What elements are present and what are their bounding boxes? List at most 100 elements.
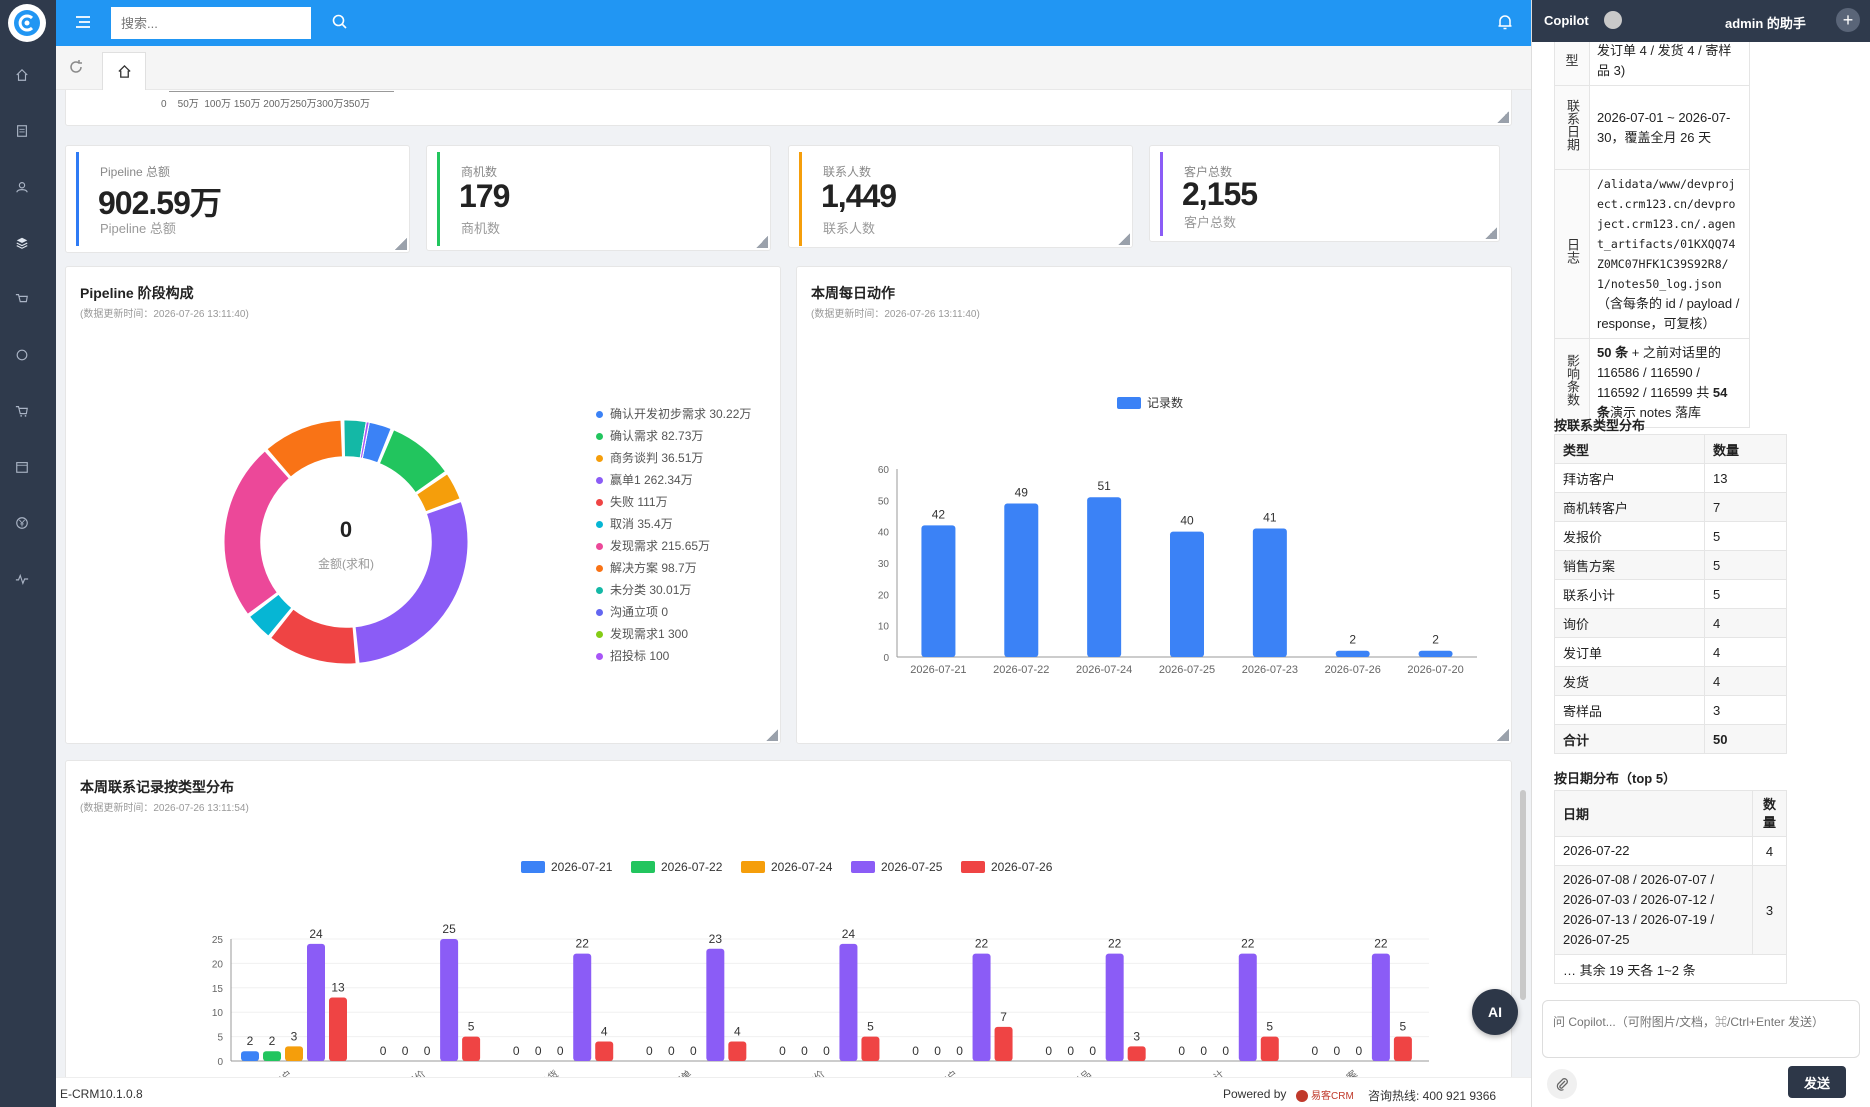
layers-icon[interactable] [14,236,30,252]
bar-value-label: 5 [867,1020,874,1034]
bar-value-label: 2 [1349,633,1356,647]
log-path: /alidata/www/devproject.crm123.cn/devpro… [1597,177,1736,291]
bar-value-label: 49 [1015,485,1029,499]
bar-value-label: 2 [247,1034,254,1048]
legend-item[interactable]: 赢单1 262.34万 [596,469,751,491]
legend-item[interactable]: 发现需求 215.65万 [596,535,751,557]
resize-handle[interactable] [1485,227,1497,239]
y-tick-label: 15 [212,984,224,995]
legend-item[interactable]: 发现需求1 300 [596,623,751,645]
legend-dot [596,454,603,462]
history-clock-icon[interactable] [1604,11,1622,29]
bar-value-label: 4 [601,1024,608,1038]
donut-slice [359,421,370,459]
brand-logo[interactable]: 易客CRM [1296,1087,1354,1103]
table-row: 2026-07-08 / 2026-07-07 / 2026-07-03 / 2… [1554,865,1787,955]
log-note: （含每条的 id / payload / response，可复核） [1597,296,1740,331]
legend-swatch [961,861,985,873]
legend-label: 2026-07-21 [551,860,613,874]
footer: E-CRM10.1.0.8 Powered by 易客CRM 咨询热线: 400… [56,1077,1531,1107]
resize-handle[interactable] [766,729,778,741]
donut-slice [266,419,344,478]
send-button[interactable]: 发送 [1788,1066,1846,1098]
table-row: 发报价 5 [1554,521,1787,551]
search-input[interactable] [111,7,311,39]
bar-value-label: 0 [380,1044,387,1058]
resize-handle[interactable] [1497,729,1509,741]
new-chat-plus-icon[interactable]: + [1836,8,1860,32]
kpi-subtitle: 客户总数 [1184,215,1237,230]
bar-value-label: 0 [1222,1044,1229,1058]
yen-icon[interactable] [14,516,30,532]
bar-value-label: 22 [1108,937,1122,951]
tab-home[interactable] [102,52,146,90]
y-tick-label: 20 [878,590,890,601]
partial-axis-ticks: 0 50万 100万 150万 200万250万300万350万 [161,99,371,110]
kpi-value: 902.59万 [98,185,222,221]
legend-item[interactable]: 确认开发初步需求 30.22万 [596,403,751,425]
attach-clip-icon[interactable] [1547,1069,1577,1099]
chart-title: Pipeline 阶段构成 [80,285,194,301]
bar [1170,531,1204,657]
x-tick-label: 2026-07-23 [1242,664,1298,676]
table-cell: 5 [1704,579,1787,609]
bar [1105,953,1124,1061]
legend-item[interactable]: 失败 111万 [596,491,751,513]
bell-icon[interactable] [1496,13,1514,31]
resize-handle[interactable] [395,238,407,250]
menu-toggle-icon[interactable] [74,14,92,30]
circle-icon[interactable] [14,348,30,364]
search-icon[interactable] [331,13,349,31]
refresh-icon[interactable] [68,59,84,75]
shopping-cart-icon[interactable] [14,404,30,420]
bar-value-label: 0 [912,1044,919,1058]
bar-value-label: 0 [1178,1044,1185,1058]
hotline-text: 咨询热线: 400 921 9366 [1368,1089,1497,1103]
user-icon[interactable] [14,180,30,196]
type-section-title: 按联系类型分布 [1554,418,1646,433]
resize-handle[interactable] [756,236,768,248]
legend-item[interactable]: 未分类 30.01万 [596,579,751,601]
kv-key: 日志 [1554,169,1590,339]
legend-label: 失败 111万 [610,495,668,509]
ai-button[interactable]: AI [1472,989,1518,1035]
document-icon[interactable] [14,124,30,140]
legend-dot [596,410,603,418]
legend-item[interactable]: 解决方案 98.7万 [596,557,751,579]
activity-icon[interactable] [14,572,30,588]
legend-label: 记录数 [1147,395,1183,410]
bar-value-label: 5 [1400,1020,1407,1034]
table-cell: 2026-07-22 [1554,836,1753,866]
chart-title: 本周每日动作 [811,285,895,301]
kpi-card-contacts: 联系人数 1,449 联系人数 [788,145,1133,248]
table-row: 询价 4 [1554,608,1787,638]
home-icon[interactable] [14,68,30,84]
legend-item[interactable]: 商务谈判 36.51万 [596,447,751,469]
content-scrollbar[interactable] [1520,790,1526,1000]
resize-handle[interactable] [1497,111,1509,123]
table-row: 2026-07-22 4 [1554,836,1787,866]
bar-value-label: 0 [690,1044,697,1058]
legend-item[interactable]: 取消 35.4万 [596,513,751,535]
type-table: 类型 数量 拜访客户 13 商机转客户 7 发报价 5 销售方案 5 联系小计 5 询价 4 发订单 4 发货 4… [1554,434,1787,754]
contact-type-bar-chart: 2026-07-21 2026-07-22 2026-07-24 2026-07-25… [212,860,1429,1077]
bar-value-label: 0 [402,1044,409,1058]
resize-handle[interactable] [1118,233,1130,245]
table-cell: 13 [1704,463,1787,493]
partial-axis: 0 50万 100万 150万 200万250万300万350万 [161,91,394,110]
legend-label: 发现需求 215.65万 [610,539,711,553]
bar-value-label: 0 [1334,1044,1341,1058]
copilot-input[interactable] [1542,1000,1860,1058]
x-tick-label: 2026-07-20 [1407,664,1463,676]
cart-icon[interactable] [14,292,30,308]
legend-item[interactable]: 招投标 100 [596,645,751,667]
calendar-icon[interactable] [14,460,30,476]
bar-value-label: 7 [1000,1010,1007,1024]
legend-swatch [1117,397,1141,409]
powered-by-text: Powered by [1223,1087,1287,1101]
table-cell: 4 [1752,836,1787,866]
legend-item[interactable]: 沟通立项 0 [596,601,751,623]
legend-item[interactable]: 确认需求 82.73万 [596,425,751,447]
bar [285,1046,303,1061]
app-logo[interactable] [8,4,46,42]
